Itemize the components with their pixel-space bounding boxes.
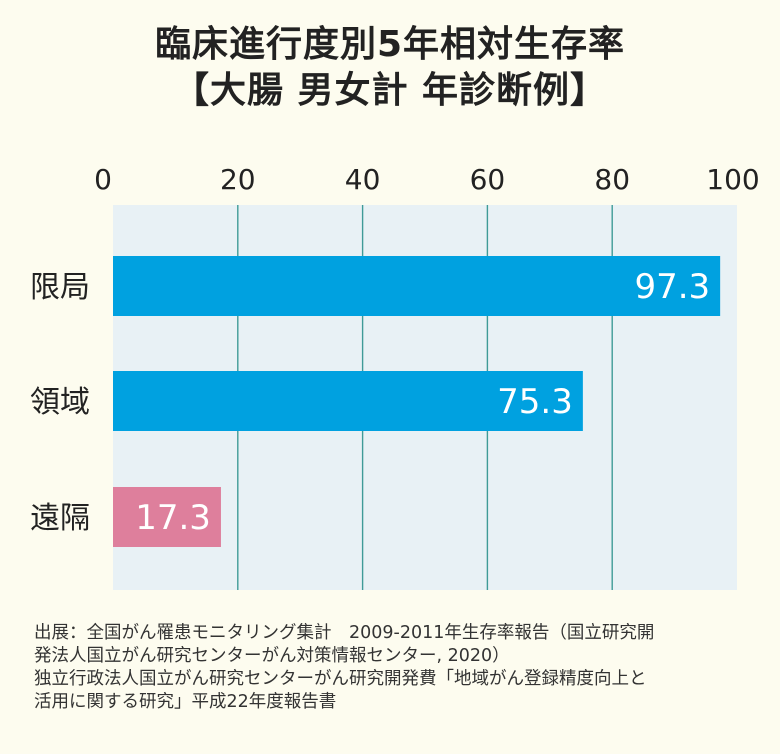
chart-title: 臨床進行度別5年相対生存率 【大腸 男女計 年診断例】 — [0, 22, 780, 114]
x-tick-label-0: 0 — [94, 163, 112, 196]
category-label-3: 遠隔 — [30, 501, 90, 536]
chart-title-line-1: 臨床進行度別5年相対生存率 — [154, 24, 626, 65]
x-tick-label-60: 60 — [470, 163, 506, 196]
bar-value-label-3: 17.3 — [135, 498, 211, 538]
bar-value-label-2: 75.3 — [497, 382, 573, 422]
bar-chart: 0 20 40 60 80 100 97.3 限局 75.3 領域 17.3 遠隔 — [30, 163, 760, 590]
chart-title-line-2: 【大腸 男女計 年診断例】 — [172, 70, 608, 112]
bar-value-label-1: 97.3 — [634, 267, 710, 307]
bar-2 — [113, 371, 583, 431]
category-label-1: 限局 — [30, 270, 90, 305]
bar-3 — [113, 487, 221, 547]
source-line-1: 出展：全国がん罹患モニタリング集計 2009-2011年生存率報告（国立研究開 — [34, 623, 655, 643]
source-line-2: 発法人国立がん研究センターがん対策情報センター, 2020） — [34, 646, 510, 667]
x-tick-label-80: 80 — [594, 163, 630, 196]
x-tick-label-100: 100 — [706, 163, 759, 196]
category-label-2: 領域 — [30, 385, 90, 420]
x-tick-label-40: 40 — [345, 163, 381, 196]
source-line-3: 独立行政法人国立がん研究センターがん研究開発費「地域がん登録精度向上と — [34, 669, 647, 690]
bar-1 — [113, 256, 721, 316]
x-tick-label-20: 20 — [220, 163, 256, 196]
source-note: 出展：全国がん罹患モニタリング集計 2009-2011年生存率報告（国立研究開 … — [34, 622, 764, 714]
source-line-4: 活用に関する研究」平成22年度報告書 — [34, 692, 337, 713]
